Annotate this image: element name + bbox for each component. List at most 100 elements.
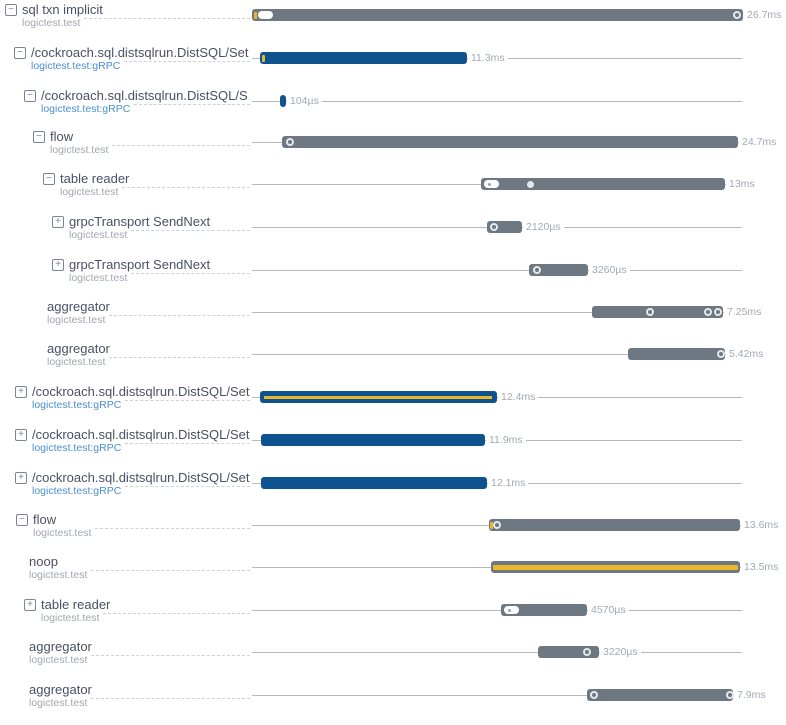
dashed-connector xyxy=(131,230,250,231)
trace-row: + table reader logictest.test 4570µs xyxy=(0,597,786,640)
span-label-line: − sql txn implicit xyxy=(5,3,250,17)
span-name: aggregator xyxy=(47,342,110,356)
span-bar[interactable] xyxy=(487,221,522,233)
dashed-connector xyxy=(124,61,250,62)
span-bar[interactable] xyxy=(261,434,485,446)
span-duration-label: 3260µs xyxy=(589,265,630,276)
span-label-line: aggregator xyxy=(29,683,250,697)
span-source: logictest.test xyxy=(47,356,106,368)
span-bar[interactable] xyxy=(529,264,588,276)
span-bar[interactable] xyxy=(252,9,743,21)
span-sub-line: logictest.test:gRPC xyxy=(15,442,250,454)
span-label-block: aggregator logictest.test xyxy=(29,683,250,709)
span-sub-line: logictest.test:gRPC xyxy=(15,399,250,411)
collapse-icon[interactable]: − xyxy=(43,173,55,185)
span-bar[interactable] xyxy=(489,519,740,531)
collapse-icon[interactable]: − xyxy=(24,90,36,102)
span-bar[interactable] xyxy=(538,646,599,658)
span-label-line: − table reader xyxy=(43,172,250,186)
marker-dot xyxy=(527,180,534,188)
marker-ring xyxy=(733,11,741,19)
span-source: logictest.test:gRPC xyxy=(32,442,122,454)
collapse-icon[interactable]: − xyxy=(33,131,45,143)
dashed-connector xyxy=(109,357,250,358)
span-label-line: − /cockroach.sql.distsqlrun.DistSQL/S xyxy=(24,89,250,103)
dashed-connector xyxy=(91,655,250,656)
span-bar[interactable] xyxy=(280,95,286,107)
span-label-block: − flow logictest.test xyxy=(16,513,250,539)
trace-row: − /cockroach.sql.distsqlrun.DistSQL/S lo… xyxy=(0,88,786,131)
span-sub-line: logictest.test xyxy=(29,697,250,709)
marker-tick xyxy=(490,521,493,529)
dashed-connector xyxy=(122,187,250,188)
span-duration-label: 7.9ms xyxy=(734,690,769,701)
marker-ring xyxy=(533,266,541,274)
expand-icon[interactable]: + xyxy=(15,429,27,441)
timeline-track xyxy=(252,312,742,313)
collapse-icon[interactable]: − xyxy=(16,514,28,526)
marker-tick xyxy=(262,54,265,62)
timeline-track xyxy=(252,652,742,653)
span-bar[interactable] xyxy=(491,561,740,573)
span-label-block: − /cockroach.sql.distsqlrun.DistSQL/S lo… xyxy=(24,89,250,115)
expand-icon[interactable]: + xyxy=(52,216,64,228)
marker-tick xyxy=(254,11,257,19)
span-duration-label: 13.5ms xyxy=(741,562,782,573)
span-label-block: + grpcTransport SendNext logictest.test xyxy=(52,215,250,241)
timeline-track xyxy=(252,695,742,696)
marker-ring xyxy=(717,350,725,358)
marker-pilldot xyxy=(504,606,519,614)
span-label-block: − table reader logictest.test xyxy=(43,172,250,198)
span-label-line: − /cockroach.sql.distsqlrun.DistSQL/Set xyxy=(14,46,250,60)
span-label-block: + grpcTransport SendNext logictest.test xyxy=(52,258,250,284)
span-bar[interactable] xyxy=(587,689,734,701)
expand-icon[interactable]: + xyxy=(15,386,27,398)
span-label-block: + /cockroach.sql.distsqlrun.DistSQL/Set … xyxy=(15,428,250,454)
marker-ring xyxy=(286,138,294,146)
expand-icon[interactable]: + xyxy=(52,259,64,271)
collapse-icon[interactable]: − xyxy=(5,4,17,16)
timeline-track xyxy=(252,354,742,355)
span-name: table reader xyxy=(60,172,130,186)
span-name: aggregator xyxy=(29,683,92,697)
span-name: flow xyxy=(50,130,74,144)
trace-row: + /cockroach.sql.distsqlrun.DistSQL/Set … xyxy=(0,470,786,513)
span-bar[interactable] xyxy=(260,391,497,403)
span-duration-label: 11.9ms xyxy=(486,435,526,446)
span-sub-line: logictest.test xyxy=(5,17,250,29)
span-label-block: + /cockroach.sql.distsqlrun.DistSQL/Set … xyxy=(15,471,250,497)
span-bar[interactable] xyxy=(282,136,738,148)
trace-row: + /cockroach.sql.distsqlrun.DistSQL/Set … xyxy=(0,427,786,470)
trace-row: − flow logictest.test 13.6ms xyxy=(0,512,786,555)
span-sub-line: logictest.test xyxy=(29,569,250,581)
span-duration-label: 2120µs xyxy=(523,222,564,233)
span-source: logictest.test xyxy=(69,272,128,284)
timeline-track xyxy=(252,397,742,398)
marker-ring xyxy=(726,691,734,699)
span-bar[interactable] xyxy=(501,604,587,616)
collapse-icon[interactable]: − xyxy=(14,47,26,59)
span-source: logictest.test xyxy=(47,314,106,326)
span-label-block: − flow logictest.test xyxy=(33,130,250,156)
span-bar[interactable] xyxy=(592,306,723,318)
span-source: logictest.test:gRPC xyxy=(41,103,131,115)
trace-row: + /cockroach.sql.distsqlrun.DistSQL/Set … xyxy=(0,384,786,427)
span-sub-line: logictest.test:gRPC xyxy=(14,60,250,72)
span-label-line: aggregator xyxy=(47,300,250,314)
span-bar[interactable] xyxy=(260,52,467,64)
span-duration-label: 26.7ms xyxy=(744,10,785,21)
span-source: logictest.test xyxy=(29,569,88,581)
span-name: sql txn implicit xyxy=(22,3,103,17)
span-name: noop xyxy=(29,555,58,569)
span-sub-line: logictest.test xyxy=(43,186,250,198)
span-name: grpcTransport SendNext xyxy=(69,215,211,229)
expand-icon[interactable]: + xyxy=(15,472,27,484)
span-bar[interactable] xyxy=(481,178,725,190)
span-bar[interactable] xyxy=(628,348,725,360)
span-bar[interactable] xyxy=(261,477,487,489)
trace-row: + grpcTransport SendNext logictest.test … xyxy=(0,214,786,257)
span-label-block: − sql txn implicit logictest.test xyxy=(5,3,250,29)
expand-icon[interactable]: + xyxy=(24,599,36,611)
span-name: aggregator xyxy=(47,300,110,314)
